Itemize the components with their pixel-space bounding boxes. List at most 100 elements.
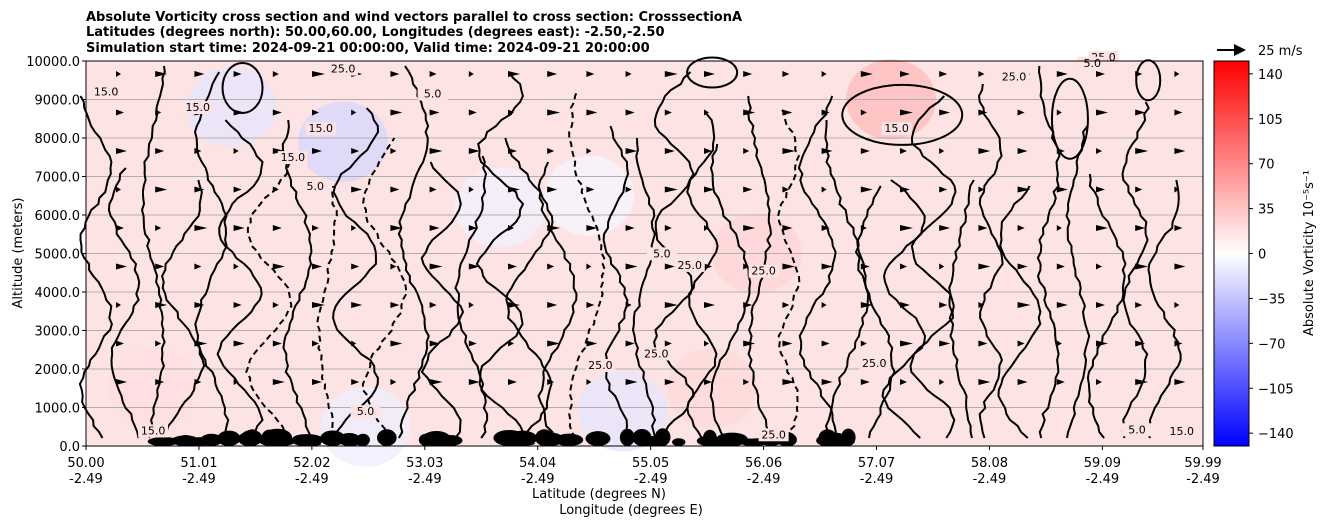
contour-line	[316, 185, 338, 439]
wind-vector-arrow	[1017, 109, 1025, 116]
contour-line	[107, 167, 141, 439]
wind-vector-arrow	[978, 186, 985, 193]
x-tick-lat-label: 50.00	[67, 456, 104, 471]
contour-labels: 15.0 15.0 15.0 5.0 25.0 5.0 15.0 15.0 25.0 25.0 25…	[91, 51, 1197, 442]
wind-vector-arrow	[1135, 379, 1149, 385]
wind-vector-arrow	[782, 186, 790, 193]
wind-vector-arrow	[664, 148, 675, 154]
contour-label-bg	[999, 70, 1030, 84]
wind-vector-arrow	[312, 263, 322, 270]
wind-vector-arrow	[233, 225, 245, 231]
wind-vector-arrow	[194, 71, 205, 77]
wind-vectors	[116, 71, 1186, 385]
wind-vector-arrow	[1135, 340, 1146, 347]
contour-label-bg	[641, 347, 672, 361]
wind-vector-arrow	[586, 186, 595, 193]
x-tick-lat-label: 52.02	[293, 456, 330, 471]
wind-vector-arrow	[155, 379, 165, 385]
contour-line	[161, 179, 206, 439]
wind-vector-arrow	[939, 302, 948, 308]
wind-vector-arrow	[900, 148, 907, 154]
wind-vector-arrow	[821, 263, 833, 270]
wind-vector-arrow	[429, 263, 443, 270]
wind-vector-arrow	[625, 340, 635, 347]
wind-vector-arrow	[782, 225, 793, 231]
wind-vector-arrow	[390, 109, 403, 116]
wind-vector-arrow	[272, 302, 279, 308]
surface-contour-blob	[697, 436, 729, 446]
contour-label: 25.0	[862, 357, 887, 370]
contour-line	[332, 107, 380, 439]
surface-contour-blob	[189, 437, 211, 446]
colorbar-tick-label: 140	[1258, 68, 1283, 83]
wind-vector-arrow	[508, 186, 520, 193]
wind-vector-arrow	[508, 225, 514, 231]
wind-vector-arrow	[625, 186, 632, 193]
wind-vector-arrow	[743, 302, 753, 308]
wind-vector-arrow	[155, 71, 168, 77]
wind-vector-arrow	[821, 148, 833, 154]
wind-vector-arrow	[272, 186, 279, 193]
wind-vector-arrow	[194, 379, 202, 385]
wind-vector-arrow	[978, 263, 991, 270]
wind-vector-arrow	[704, 71, 715, 77]
wind-vector-arrow	[1017, 186, 1031, 193]
wind-vector-arrow	[743, 148, 750, 154]
wind-vector-arrow	[312, 225, 319, 231]
wind-vector-arrow	[155, 340, 162, 347]
wind-vector-arrow	[1017, 225, 1025, 231]
contour-line	[245, 149, 293, 439]
contour-label-bg	[646, 247, 677, 261]
wind-vector-arrow	[939, 186, 948, 193]
wind-vector-arrow	[900, 71, 910, 77]
surface-contour-blob	[619, 428, 635, 446]
wind-vector-arrow	[939, 379, 945, 385]
contour-label: 5.0	[1128, 423, 1146, 436]
wind-vector-arrow	[351, 379, 360, 385]
wind-vector-arrow	[900, 379, 907, 385]
wind-vector-arrow	[1135, 302, 1143, 308]
wind-vector-arrow	[116, 225, 124, 231]
x-tick-lon-label: -2.49	[182, 472, 216, 487]
wind-vector-arrow	[272, 148, 285, 154]
wind-vector-arrow	[978, 71, 985, 77]
contour-label: 25.0	[751, 265, 776, 278]
wind-vector-arrow	[1017, 379, 1028, 385]
y-tick-label: 8000.0	[35, 132, 81, 147]
wind-vector-arrow	[586, 148, 592, 154]
wind-vector-arrow	[939, 340, 951, 347]
contour-label-bg	[417, 87, 448, 101]
wind-vector-arrow	[351, 148, 360, 154]
wind-vector-arrow	[782, 340, 793, 347]
x-tick-lat-label: 56.06	[745, 456, 782, 471]
wind-vector-arrow	[547, 225, 561, 231]
contour-line	[824, 120, 870, 439]
surface-contour-blob	[422, 434, 453, 446]
wind-vector-arrow	[939, 148, 945, 154]
wind-vector-arrow	[1056, 71, 1068, 77]
wind-vector-arrow	[429, 379, 443, 385]
contour-line	[140, 65, 166, 439]
wind-vector-arrow	[1056, 263, 1065, 270]
contour-line	[1086, 173, 1127, 439]
contour-label-bg	[1077, 56, 1108, 70]
wind-vector-arrow	[194, 186, 205, 193]
wind-vector-arrow	[978, 340, 988, 347]
x-axis-label-line-2: Longitude (degrees E)	[559, 503, 703, 518]
wind-vector-arrow	[468, 263, 480, 270]
chart-title-line-1: Absolute Vorticity cross section and win…	[86, 10, 742, 25]
y-tick-label: 1000.0	[35, 402, 81, 417]
surface-contour-blob	[147, 437, 180, 446]
wind-vector-arrow	[1017, 340, 1025, 347]
wind-vector-arrow	[1174, 263, 1186, 270]
y-tick-label: 5000.0	[35, 248, 81, 263]
wind-vector-arrow	[116, 109, 124, 116]
wind-vector-arrow	[860, 340, 867, 347]
surface-contour-blob	[217, 430, 241, 446]
contour-line	[281, 119, 313, 439]
contour-loop	[841, 83, 964, 146]
wind-vector-arrow	[860, 379, 870, 385]
chart-title-line-3: Simulation start time: 2024-09-21 00:00:…	[86, 41, 650, 56]
wind-vector-arrow	[1096, 186, 1105, 193]
wind-vector-arrow	[547, 148, 555, 154]
